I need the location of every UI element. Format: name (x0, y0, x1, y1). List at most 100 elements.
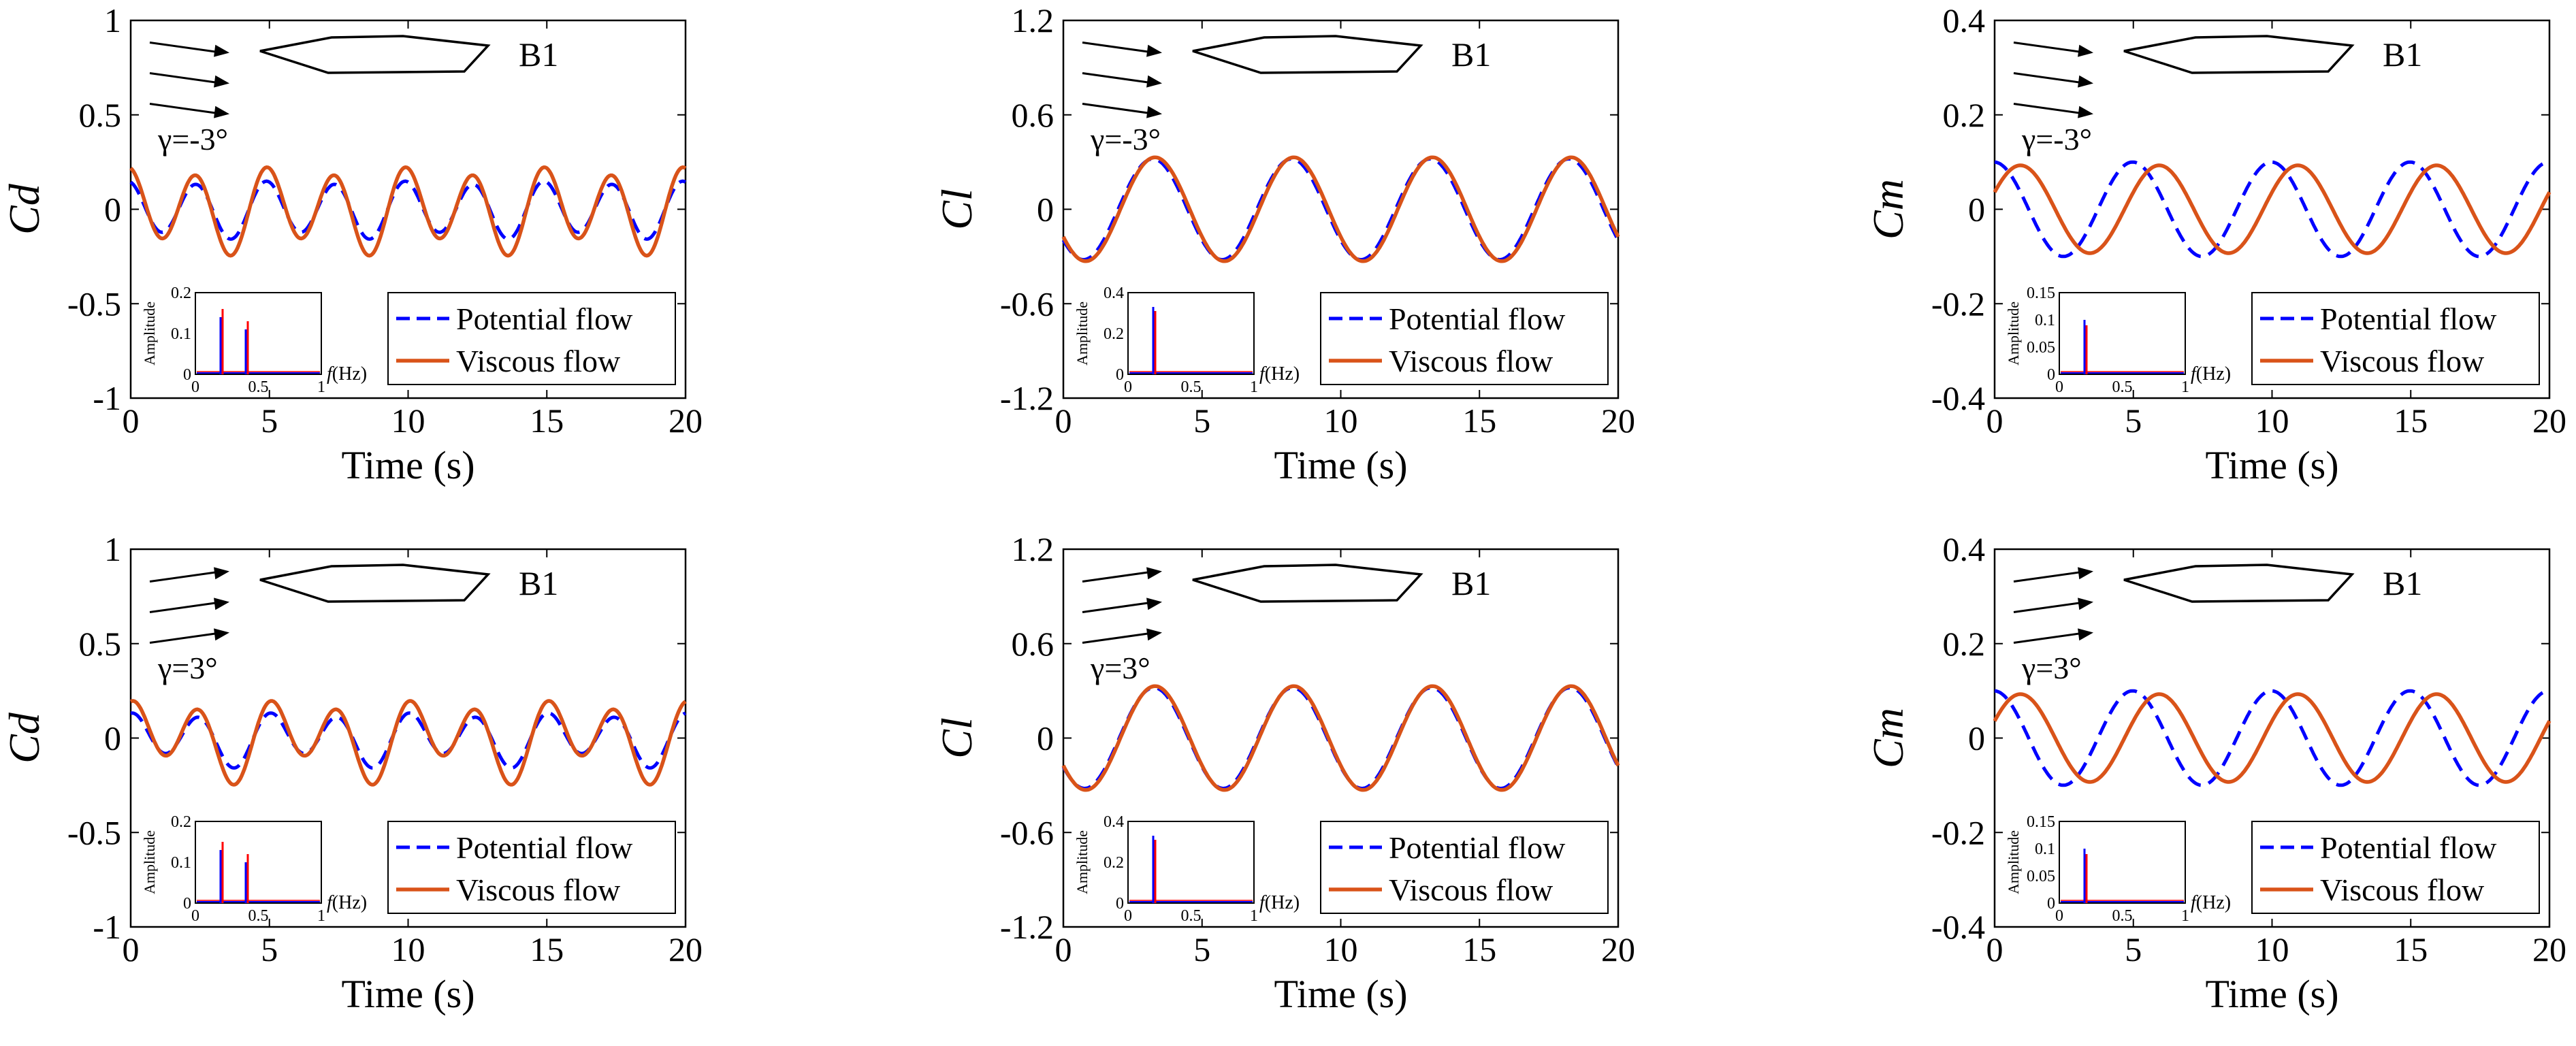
y-tick-label: -0.6 (1000, 813, 1054, 851)
flow-arrow-1-head (214, 598, 229, 610)
y-tick-label: -0.4 (1931, 379, 1985, 417)
y-tick-label: -0.2 (1931, 813, 1985, 851)
section-label: B1 (1451, 564, 1491, 602)
flow-arrow-1-shaft (149, 72, 223, 84)
x-tick-label: 20 (2532, 930, 2566, 968)
y-tick-label: 0.2 (1943, 625, 1986, 663)
inset-x-axis-title: f(Hz) (327, 892, 367, 913)
x-tick-label: 0 (1055, 930, 1072, 968)
x-tick-label: 15 (530, 930, 564, 968)
legend-potential-label: Potential flow (2320, 830, 2497, 865)
x-axis-title: Time (s) (1274, 443, 1407, 487)
flow-arrows-group (1082, 567, 1162, 644)
flow-arrow-2-shaft (1082, 103, 1156, 115)
inset-y-axis-title: Amplitude (1074, 830, 1091, 894)
x-tick-label: 5 (1193, 930, 1210, 968)
flow-arrow-2-shaft (2013, 103, 2087, 115)
x-tick-label: 10 (391, 402, 425, 440)
x-axis-title: Time (s) (2205, 443, 2338, 487)
x-tick-label: 10 (1324, 930, 1358, 968)
section-label: B1 (2383, 564, 2422, 602)
inset-y-tick-label: 0 (1116, 895, 1124, 913)
inset-y-axis-title: Amplitude (2005, 830, 2022, 894)
legend-viscous-label: Viscous flow (2320, 344, 2485, 378)
inset-x-axis-title: f(Hz) (327, 363, 367, 385)
deck-section-outline (1192, 563, 1423, 603)
flow-arrow-2-head (1146, 628, 1162, 641)
inset-y-axis-title: Amplitude (141, 301, 158, 365)
inset-frame (2059, 292, 2186, 375)
legend-frame (2251, 821, 2540, 914)
flow-arrow-0-shaft (1082, 42, 1156, 54)
flow-arrow-1-head (1146, 75, 1162, 88)
flow-arrow-1-shaft (1082, 601, 1156, 613)
legend-potential-label: Potential flow (456, 301, 633, 336)
inset-y-tick-label: 0.4 (1104, 284, 1124, 302)
inset-x-tick-label: 0.5 (1181, 907, 1202, 925)
flow-arrow-0-head (2078, 567, 2093, 580)
inset-x-tick-label: 0 (191, 378, 199, 396)
flow-arrow-2-head (2078, 105, 2093, 118)
flow-arrow-2-shaft (149, 632, 223, 644)
flow-arrow-0-head (1146, 44, 1162, 57)
y-tick-label: 0 (1968, 719, 1985, 757)
x-tick-label: 5 (1193, 402, 1210, 440)
inset-x-tick-label: 1 (2181, 907, 2189, 925)
y-tick-label: 0 (104, 719, 121, 757)
legend-viscous-label: Viscous flow (456, 872, 621, 907)
inset-x-tick-label: 1 (317, 378, 325, 396)
inset-y-tick-label: 0.2 (171, 813, 191, 831)
inset-x-tick-label: 0 (2055, 907, 2063, 925)
x-tick-label: 10 (2255, 930, 2289, 968)
legend-potential-label: Potential flow (2320, 301, 2497, 336)
x-tick-label: 20 (669, 402, 703, 440)
series-potential-flow-line (129, 179, 687, 241)
x-tick-label: 5 (2125, 930, 2142, 968)
legend: Potential flow Viscous flow (2251, 821, 2540, 914)
inset-y-tick-label: 0 (2047, 366, 2055, 384)
gamma-label: γ=3° (2021, 651, 2082, 685)
legend-viscous-label: Viscous flow (1389, 872, 1553, 907)
x-axis-title: Time (s) (1274, 972, 1407, 1016)
deck-section-outline (2123, 35, 2355, 74)
inset-spectrum: 0 0.5 1 0 0.2 0.4 Amplitude f(Hz) (1074, 284, 1300, 396)
inset-y-axis-title: Amplitude (141, 830, 158, 894)
y-axis-title: Cm (1864, 708, 1912, 768)
inset-y-tick-label: 0.2 (1104, 325, 1124, 343)
gamma-label: γ=-3° (157, 122, 228, 157)
inset-x-tick-label: 0 (1124, 378, 1132, 396)
flow-arrow-1-shaft (1082, 72, 1156, 84)
legend-viscous-label: Viscous flow (456, 344, 621, 378)
inset-y-tick-label: 0 (1116, 366, 1124, 384)
x-tick-label: 0 (123, 930, 140, 968)
section-label: B1 (2383, 35, 2422, 73)
gamma-label: γ=3° (1090, 651, 1150, 685)
y-tick-label: 0.2 (1943, 96, 1986, 134)
legend-frame (387, 292, 676, 385)
section-label: B1 (519, 35, 558, 73)
legend: Potential flow Viscous flow (1320, 292, 1609, 385)
flow-arrow-0-head (2078, 44, 2093, 57)
flow-arrow-2-shaft (2013, 632, 2087, 644)
inset-spectrum: 0 0.5 1 0 0.1 0.2 Amplitude f(Hz) (141, 813, 367, 925)
y-axis-title: Cm (1864, 179, 1912, 240)
inset-x-tick-label: 1 (1250, 378, 1258, 396)
flow-arrow-2-head (2078, 628, 2093, 641)
deck-section-outline (1192, 35, 1423, 74)
y-tick-label: -0.4 (1931, 908, 1985, 946)
series-viscous-flow-line (129, 699, 687, 787)
y-tick-label: 0.5 (79, 625, 122, 663)
legend-frame (1320, 292, 1609, 385)
inset-x-tick-label: 0.5 (2112, 907, 2133, 925)
series-viscous-flow-line (1993, 163, 2551, 255)
series-potential-flow-line (1994, 160, 2549, 259)
inset-x-tick-label: 1 (2181, 378, 2189, 396)
inset-y-tick-label: 0 (2047, 895, 2055, 913)
y-tick-label: 1.2 (1012, 530, 1054, 568)
y-tick-label: 0.4 (1943, 1, 1986, 39)
y-axis-title: Cd (0, 183, 48, 235)
